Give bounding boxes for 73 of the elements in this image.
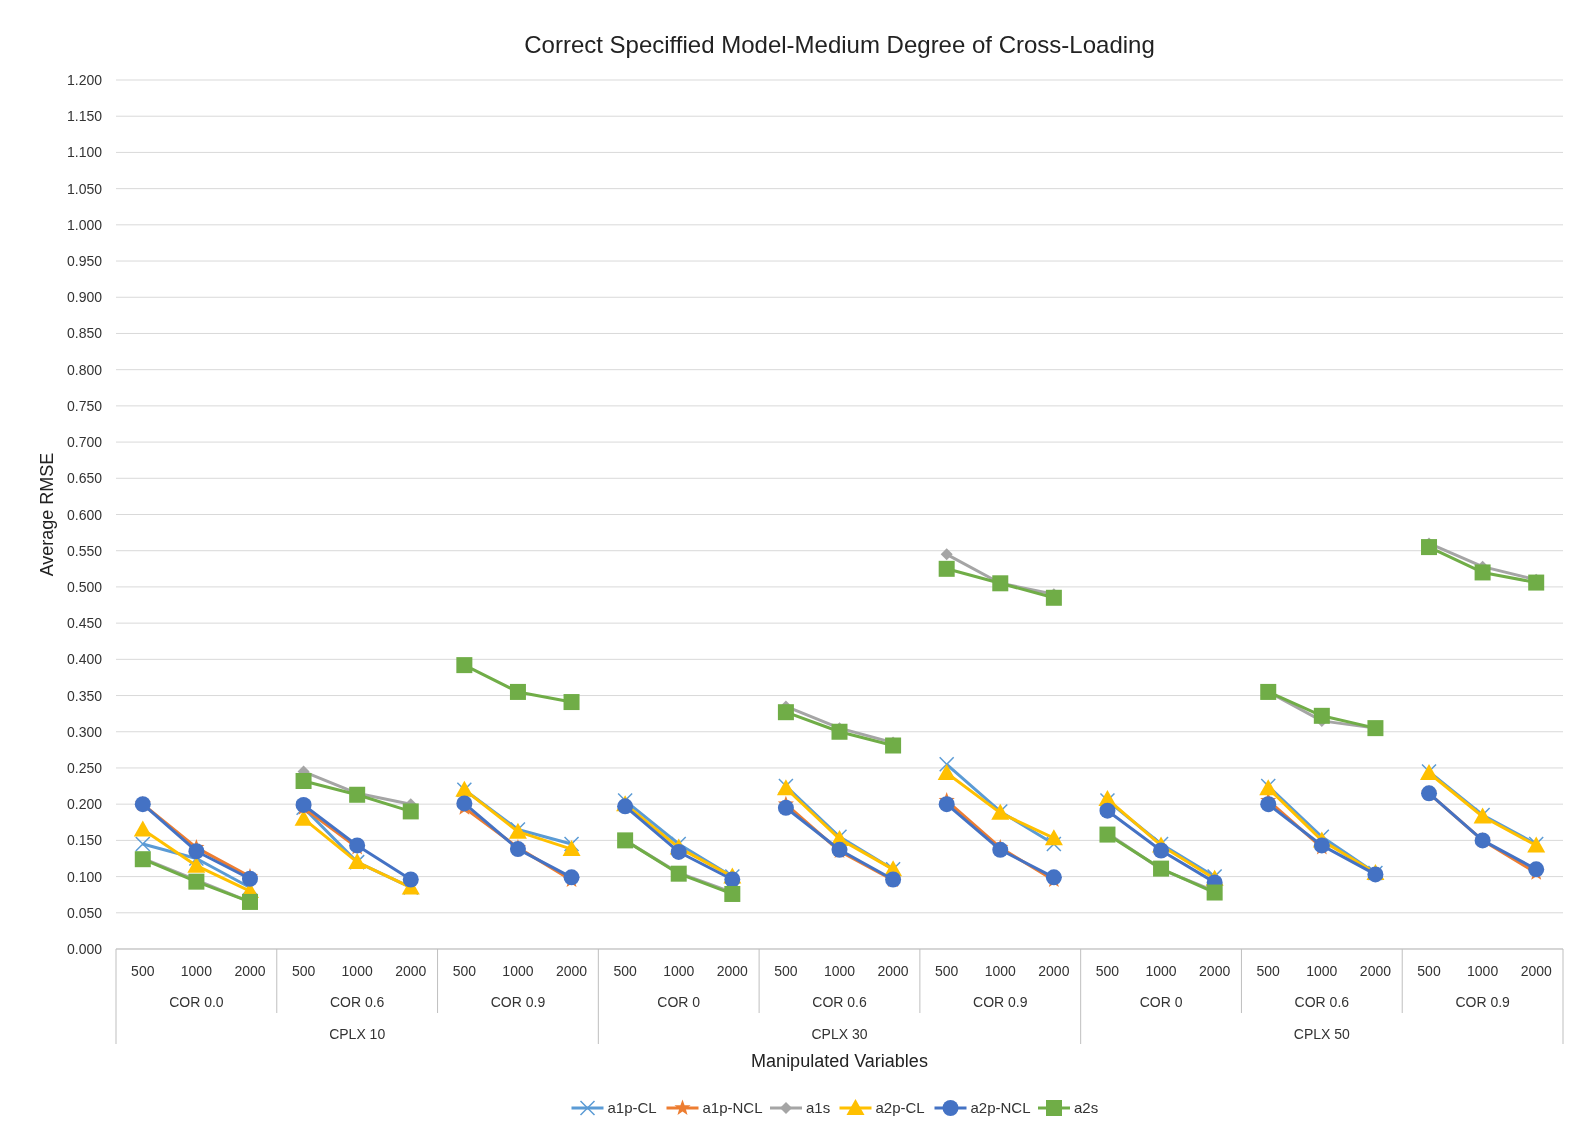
x-tick-label: 500 — [774, 963, 798, 979]
text: COR 0.9 — [1455, 994, 1511, 1010]
x-tick-label: 1000 — [984, 963, 1017, 979]
x-tick-label: 1000 — [341, 963, 373, 979]
x-tick-label: 500 — [291, 963, 316, 979]
y-tick-label: 0.600 — [66, 506, 103, 523]
x-tick-label: 2000 — [1038, 963, 1070, 979]
y-tick-label: 0.700 — [66, 434, 103, 451]
y-axis-title: Average RMSE — [37, 452, 57, 577]
chart-title: Correct Speciffied Model-Medium Degree of Cross-Loading — [524, 31, 1155, 58]
x-tick-label: 2000 — [1359, 963, 1392, 979]
legend-label: a1s — [806, 1099, 831, 1116]
x-tick-label: 1000 — [1467, 963, 1499, 979]
x-tick-label: 1000 — [1306, 963, 1338, 979]
legend-label: a1p-CL — [607, 1099, 657, 1116]
x-tick-label: 2000 — [877, 963, 909, 979]
text: COR 0.9 — [973, 994, 1028, 1010]
y-tick-label: 0.750 — [66, 397, 103, 414]
text: COR 0.6 — [812, 994, 867, 1010]
text: COR 0 — [657, 994, 701, 1010]
x-tick-label: 500 — [452, 963, 477, 979]
y-tick-label: 0.650 — [66, 470, 103, 487]
y-tick-label: 0.850 — [66, 325, 103, 342]
x-tick-label: 2000 — [234, 963, 266, 979]
text: COR 0.6 — [329, 994, 385, 1010]
text: COR 0 — [1139, 994, 1183, 1010]
y-tick-label: 0.450 — [66, 615, 103, 632]
y-tick-label: 0.900 — [66, 289, 103, 306]
text: COR 0.6 — [1294, 994, 1350, 1010]
x-tick-label: 500 — [1417, 963, 1441, 979]
y-tick-label: 0.050 — [66, 904, 103, 921]
x-axis-title: Manipulated Variables — [751, 1051, 928, 1071]
legend-label: a2p-NCL — [970, 1099, 1031, 1116]
text: CPLX 30 — [811, 1026, 868, 1042]
y-tick-label: 0.950 — [66, 253, 103, 270]
x-tick-label: 2000 — [555, 963, 588, 979]
x-tick-label: 1000 — [180, 963, 213, 979]
y-tick-label: 0.200 — [66, 796, 103, 813]
x-tick-label: 500 — [613, 963, 638, 979]
x-tick-label: 2000 — [1199, 963, 1231, 979]
y-tick-label: 0.250 — [66, 759, 103, 776]
y-tick-label: 1.000 — [66, 216, 103, 233]
y-tick-label: 0.350 — [66, 687, 103, 704]
x-tick-label: 500 — [1095, 963, 1120, 979]
y-tick-label: 0.550 — [66, 542, 103, 559]
y-tick-label: 0.100 — [66, 868, 103, 885]
y-tick-label: 0.800 — [66, 361, 103, 378]
text: COR 0.9 — [490, 994, 546, 1010]
y-tick-label: 0.400 — [66, 651, 103, 668]
text: COR 0.0 — [169, 994, 224, 1010]
x-tick-label: 500 — [131, 963, 155, 979]
text: CPLX 10 — [329, 1026, 386, 1042]
y-tick-label: 0.300 — [66, 723, 103, 740]
y-tick-label: 1.050 — [66, 180, 103, 197]
y-tick-label: 0.150 — [66, 832, 103, 849]
x-tick-label: 1000 — [1145, 963, 1177, 979]
x-tick-label: 500 — [1256, 963, 1281, 979]
y-tick-label: 1.100 — [66, 144, 103, 161]
y-tick-label: 1.150 — [66, 108, 103, 125]
x-tick-label: 500 — [935, 963, 959, 979]
x-tick-label: 1000 — [823, 963, 856, 979]
legend-label: a2p-CL — [875, 1099, 925, 1116]
x-tick-label: 2000 — [716, 963, 749, 979]
text: CPLX 50 — [1293, 1026, 1351, 1042]
x-tick-label: 1000 — [663, 963, 695, 979]
x-tick-label: 2000 — [395, 963, 427, 979]
legend-label: a2s — [1074, 1099, 1099, 1116]
y-tick-label: 1.200 — [66, 72, 103, 88]
legend-label: a1p-NCL — [702, 1099, 763, 1116]
x-tick-label: 1000 — [502, 963, 534, 979]
y-tick-label: 0.000 — [66, 941, 103, 957]
x-tick-label: 2000 — [1520, 963, 1552, 979]
y-tick-label: 0.500 — [66, 578, 103, 595]
